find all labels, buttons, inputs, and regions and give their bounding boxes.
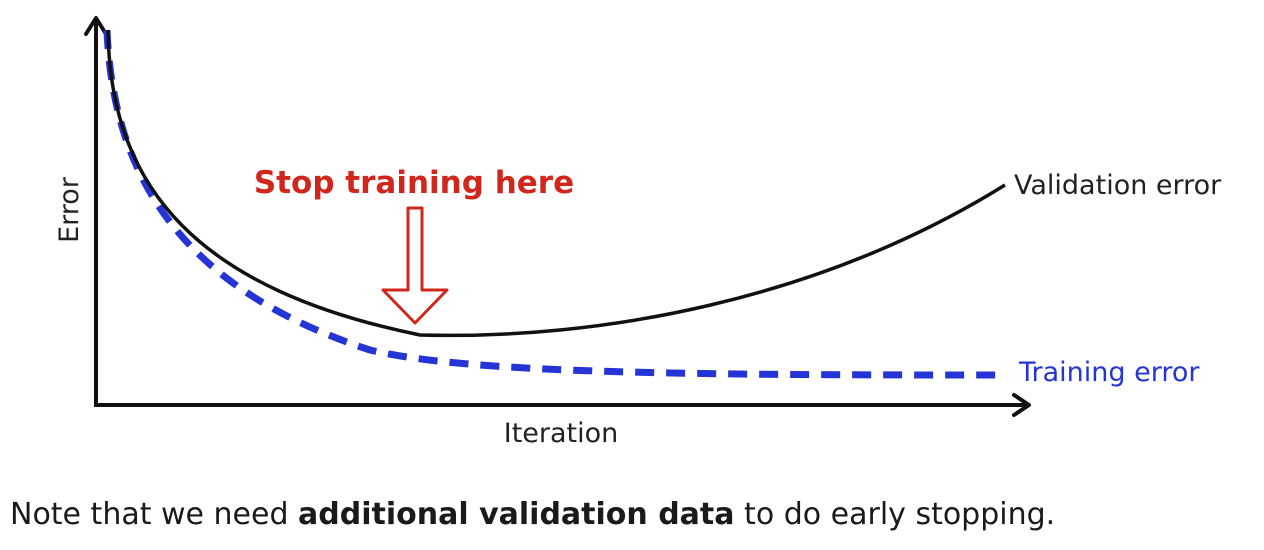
- caption-part1: Note that we need: [10, 497, 299, 532]
- validation-error-label: Validation error: [1014, 170, 1222, 201]
- y-axis-label: Error: [54, 176, 85, 243]
- validation-error-curve: [106, 29, 1006, 338]
- annotation-stop-training: Stop training here: [254, 165, 574, 201]
- axes: [84, 16, 1031, 417]
- training-error-curve: [103, 29, 1006, 379]
- y-axis-arrowhead: [84, 16, 108, 36]
- caption-bold: additional validation data: [298, 497, 735, 532]
- training-error-label: Training error: [1018, 357, 1200, 388]
- caption-part2: to do early stopping.: [734, 497, 1056, 532]
- x-axis-arrowhead: [1012, 393, 1031, 417]
- caption: Note that we need additional validation …: [10, 497, 1055, 532]
- x-axis-label: Iteration: [504, 418, 619, 449]
- down-arrow-icon: [381, 206, 449, 325]
